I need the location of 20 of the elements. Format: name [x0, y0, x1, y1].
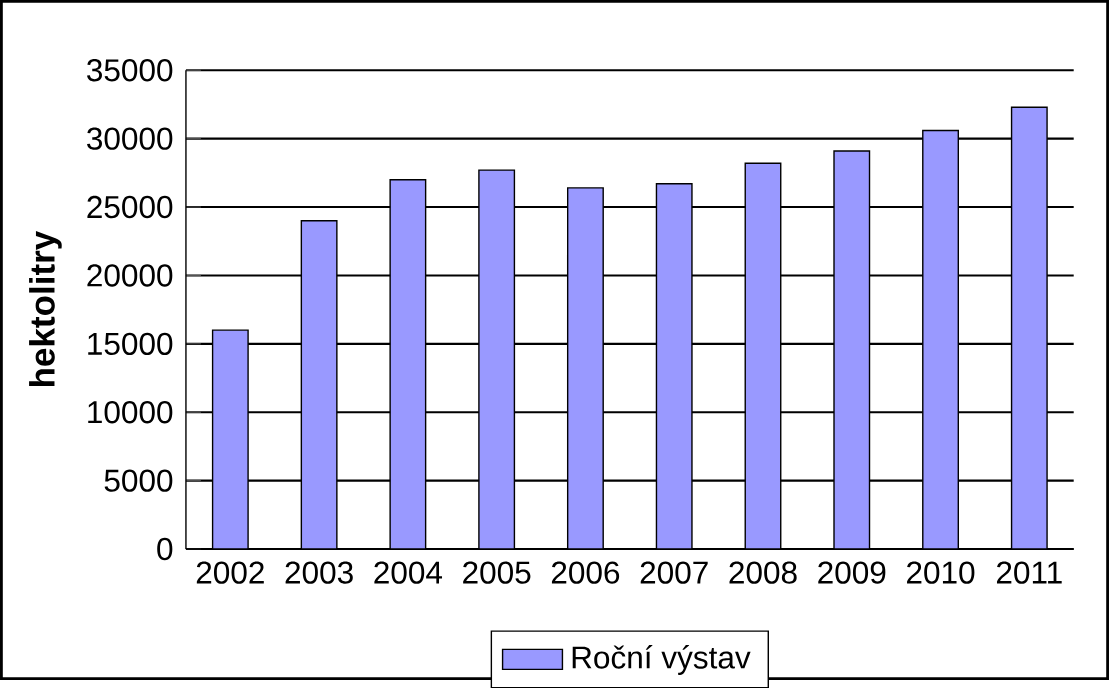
- x-tick-label: 2008: [729, 561, 797, 584]
- y-axis-title: hektolitry: [29, 230, 62, 386]
- x-tick-label: 2009: [818, 561, 886, 584]
- x-tick-label: 2005: [463, 561, 531, 584]
- x-tick-label: 2002: [196, 561, 264, 584]
- y-tick-label: 15000: [88, 332, 173, 355]
- x-tick-label: 2003: [285, 561, 353, 584]
- y-tick-label: 5000: [104, 469, 173, 492]
- y-tick-label: 10000: [88, 400, 173, 424]
- y-tick-label: 0: [157, 537, 173, 561]
- x-tick-label: 2004: [374, 561, 443, 584]
- y-tick-label: 25000: [87, 195, 173, 219]
- x-tick-label: 2011: [996, 561, 1062, 584]
- x-tick-label: 2006: [551, 561, 620, 584]
- x-tick-label: 2007: [640, 561, 708, 584]
- x-tick-label: 2010: [907, 561, 975, 584]
- y-tick-label: 35000: [87, 58, 173, 82]
- y-tick-label: 20000: [87, 264, 173, 287]
- legend-label: Roční výstav: [572, 644, 751, 675]
- y-tick-label: 30000: [87, 127, 173, 150]
